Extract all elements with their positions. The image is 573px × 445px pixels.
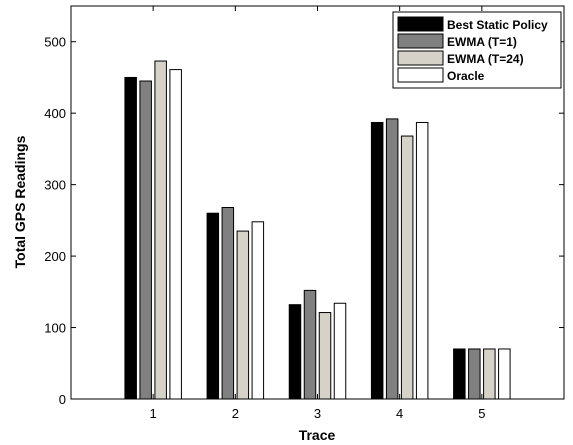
bar-3-series-2: [303, 289, 317, 400]
bar-4-series-2: [385, 118, 399, 400]
legend-label: Oracle: [447, 69, 485, 83]
legend-swatch: [397, 50, 444, 66]
bar-2-series-2: [221, 207, 235, 400]
legend-swatch: [397, 67, 444, 83]
bar-5-series-1: [453, 348, 466, 400]
y-tick-label: 400: [44, 106, 66, 121]
x-tick-label: 5: [478, 406, 485, 421]
y-axis: 0 100 200 300 400 500: [44, 35, 564, 407]
bar-1-series-4: [169, 69, 182, 400]
bars-layer: [124, 60, 511, 400]
bar-4-series-4: [415, 121, 429, 400]
bar-3-series-3: [318, 312, 332, 400]
legend-swatch: [397, 16, 444, 32]
bar-2-series-4: [251, 221, 265, 400]
x-tick-label: 3: [314, 406, 321, 421]
bar-2-series-1: [206, 212, 220, 400]
bar-3-series-4: [333, 302, 347, 400]
bar-2-series-3: [236, 230, 250, 400]
y-tick-label: 100: [44, 321, 66, 336]
bar-3-series-1: [288, 304, 302, 400]
legend-label: Best Static Policy: [447, 18, 548, 32]
bar-4-series-3: [400, 135, 414, 400]
bar-1-series-1: [124, 76, 137, 400]
bar-1-series-3: [154, 60, 167, 400]
legend: Best Static Policy EWMA (T=1) EWMA (T=24) O…: [392, 11, 562, 89]
x-axis-label: Trace: [299, 427, 336, 443]
y-tick-label: 300: [44, 178, 66, 193]
y-tick-label: 200: [44, 249, 66, 264]
x-tick-label: 4: [396, 406, 403, 421]
y-tick-label: 500: [44, 35, 66, 50]
bar-4-series-1: [370, 121, 384, 400]
bar-5-series-2: [468, 348, 481, 400]
bar-1-series-2: [139, 80, 152, 400]
x-tick-label: 1: [150, 406, 157, 421]
y-tick-label: 0: [59, 392, 66, 407]
x-tick-label: 2: [232, 406, 239, 421]
legend-swatch: [397, 33, 444, 49]
y-axis-label: Total GPS Readings: [12, 135, 28, 268]
bar-5-series-3: [483, 348, 496, 400]
legend-label: EWMA (T=24): [447, 52, 524, 66]
x-axis: 1 2 3 4 5: [150, 6, 485, 421]
legend-label: EWMA (T=1): [447, 35, 517, 49]
bar-5-series-4: [498, 348, 511, 400]
